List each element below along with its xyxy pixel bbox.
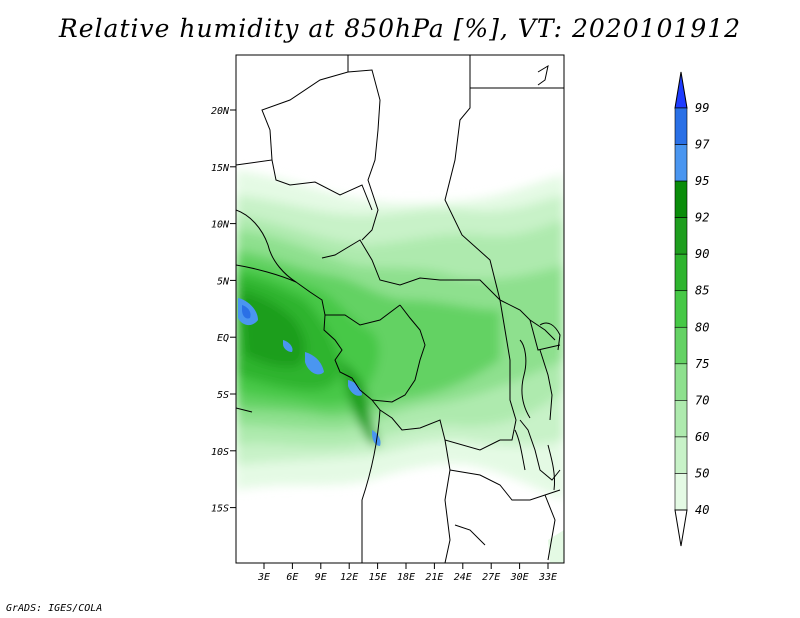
- colorbar-segment: [674, 326, 688, 365]
- colorbar-max-arrow: [674, 71, 688, 109]
- colorbar-segment: [674, 180, 688, 218]
- lat-tick-label: 15S: [211, 504, 229, 515]
- lon-tick-label: 3E: [257, 572, 270, 583]
- colorbar-label: 60: [695, 430, 709, 444]
- lat-tick-label: EQ: [217, 333, 229, 344]
- colorbar-segment: [674, 473, 688, 511]
- colorbar-label: 80: [695, 320, 709, 334]
- lat-tick-label: 5S: [217, 390, 229, 401]
- colorbar-segment: [674, 253, 688, 292]
- lat-tick-label: 10N: [211, 220, 230, 231]
- colorbar-segment: [674, 400, 688, 438]
- map-frame: [235, 54, 565, 564]
- colorbar-segment: [674, 363, 688, 401]
- colorbar-segment: [674, 290, 688, 328]
- colorbar-min-arrow: [674, 509, 688, 547]
- grads-credit: GrADS: IGES/COLA: [6, 603, 103, 614]
- colorbar-label: 40: [695, 503, 709, 517]
- lon-tick-label: 24E: [454, 572, 472, 583]
- colorbar-label: 75: [695, 357, 709, 371]
- colorbar-label: 97: [695, 138, 710, 152]
- colorbar-segment: [674, 107, 688, 145]
- colorbar: 99 97 95 92 90 85 80 75 70 60 50 40: [674, 71, 710, 547]
- colorbar-label: 92: [695, 211, 709, 225]
- colorbar-segment: [674, 436, 688, 474]
- lat-tick-label: 20N: [211, 106, 230, 117]
- colorbar-label: 70: [695, 393, 709, 407]
- colorbar-label: 85: [695, 284, 709, 298]
- latitude-axis: 20N 15N 10N 5N EQ 5S 10S 15S: [211, 106, 236, 515]
- colorbar-label: 50: [695, 466, 709, 480]
- lon-tick-label: 27E: [482, 572, 500, 583]
- colorbar-label: 99: [695, 101, 709, 115]
- longitude-axis: 3E 6E 9E 12E 15E 18E 21E 24E 27E 30E 33E: [257, 563, 557, 583]
- colorbar-label: 90: [695, 247, 709, 261]
- lon-tick-label: 9E: [315, 572, 327, 583]
- lat-tick-label: 5N: [217, 276, 230, 287]
- lat-tick-label: 15N: [211, 163, 230, 174]
- colorbar-segment: [674, 144, 688, 182]
- lon-tick-label: 6E: [286, 572, 298, 583]
- lon-tick-label: 30E: [510, 572, 529, 583]
- lon-tick-label: 12E: [340, 572, 358, 583]
- lon-tick-label: 21E: [425, 572, 443, 583]
- colorbar-segment: [674, 217, 688, 255]
- lat-tick-label: 10S: [211, 447, 229, 458]
- colorbar-label: 95: [695, 174, 709, 188]
- country-borders: [236, 55, 564, 563]
- chart-title: Relative humidity at 850hPa [%], VT: 202…: [58, 14, 742, 43]
- lon-tick-label: 15E: [369, 572, 387, 583]
- humidity-field: [236, 170, 564, 563]
- lon-tick-label: 18E: [397, 572, 415, 583]
- lon-tick-label: 33E: [538, 572, 557, 583]
